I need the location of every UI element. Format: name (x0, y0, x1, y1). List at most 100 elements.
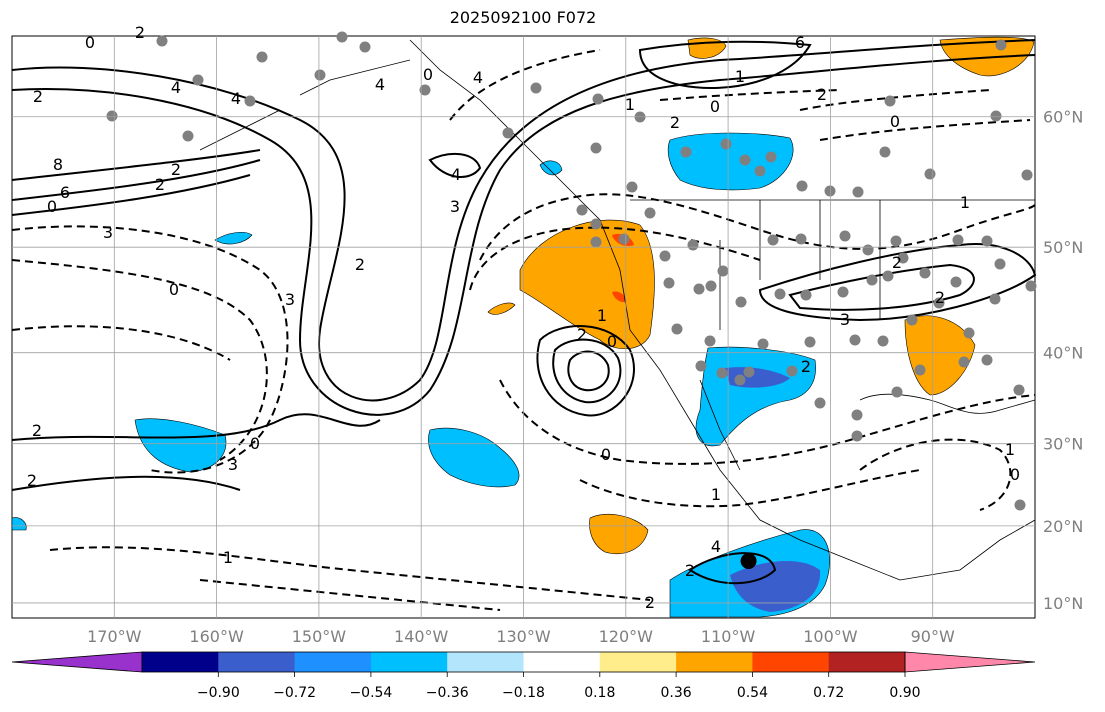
station-dot (774, 288, 786, 300)
contour-label: 2 (892, 253, 902, 272)
contour-label: 2 (817, 85, 827, 104)
station-dot (877, 335, 889, 347)
station-dot (735, 296, 747, 308)
colorbar-segment (752, 652, 830, 672)
contour-label: 2 (670, 113, 680, 132)
station-dot (919, 267, 931, 279)
station-dot (419, 84, 431, 96)
station-dot (989, 293, 1001, 305)
lon-tick-label: 140°W (394, 627, 449, 646)
station-dot (906, 314, 918, 326)
colorbar-tick-label: −0.36 (426, 685, 469, 701)
station-dot (192, 74, 204, 86)
station-dot (852, 186, 864, 198)
contour-label: 3 (840, 310, 850, 329)
lon-tick-label: 130°W (496, 627, 551, 646)
contour-label: 4 (451, 165, 461, 184)
colorbar-tick-label: 0.36 (661, 685, 692, 701)
colorbar-tick-label: −0.72 (273, 685, 316, 701)
station-dot (990, 110, 1002, 122)
contour-label: 0 (47, 197, 57, 216)
station-dot (958, 356, 970, 368)
contour-label: 6 (60, 183, 70, 202)
contour-label: 0 (607, 332, 617, 351)
station-dot (757, 338, 769, 350)
station-dot (933, 297, 945, 309)
station-dot (804, 336, 816, 348)
station-dot (680, 146, 692, 158)
contour-label: 2 (935, 288, 945, 307)
contour-label: 1 (960, 193, 970, 212)
contour-label: 1 (625, 95, 635, 114)
station-dot (849, 334, 861, 346)
station-dot (800, 289, 812, 301)
contour-label: 3 (228, 455, 238, 474)
contour-label: 4 (171, 78, 181, 97)
station-dot (1014, 499, 1026, 511)
contour-label: 0 (710, 97, 720, 116)
station-dot (693, 283, 705, 295)
contour-label: 8 (53, 155, 63, 174)
station-dot (950, 276, 962, 288)
station-dot (814, 397, 826, 409)
contour-label: 1 (223, 548, 233, 567)
contour-label: 2 (801, 357, 811, 376)
lon-tick-label: 120°W (599, 627, 654, 646)
station-dot (851, 430, 863, 442)
station-dot (1025, 280, 1037, 292)
contour-label: 1 (735, 67, 745, 86)
contour-label: 0 (85, 33, 95, 52)
colorbar-segment (676, 652, 753, 672)
station-dot (796, 180, 808, 192)
station-dot (765, 151, 777, 163)
station-dot (1021, 169, 1033, 181)
station-dot (626, 181, 638, 193)
station-dot (924, 168, 936, 180)
station-dot (786, 365, 798, 377)
lon-tick-label: 90°W (911, 627, 955, 646)
station-dot (704, 335, 716, 347)
contour-label: 4 (711, 537, 721, 556)
contour-label: 2 (32, 421, 42, 440)
colorbar-tick-label: 0.72 (813, 685, 844, 701)
station-dot (590, 218, 602, 230)
lon-tick-label: 150°W (292, 627, 347, 646)
station-dot (914, 364, 926, 376)
contour-label: 0 (169, 280, 179, 299)
station-dot (866, 274, 878, 286)
contour-label: 1 (597, 306, 607, 325)
station-dot (981, 235, 993, 247)
contour-label: 2 (155, 175, 165, 194)
map-title: 2025092100 F072 (449, 8, 597, 27)
lat-tick-label: 30°N (1043, 435, 1083, 454)
contour-label: 2 (27, 471, 37, 490)
contour-label: 4 (231, 89, 241, 108)
station-dot (839, 230, 851, 242)
contour-label: 2 (33, 87, 43, 106)
station-dot (884, 95, 896, 107)
station-dot (1013, 384, 1025, 396)
contour-label: 2 (135, 23, 145, 42)
station-dot (890, 235, 902, 247)
contour-label: 0 (890, 112, 900, 131)
colorbar-segment (294, 652, 372, 672)
station-dot (705, 280, 717, 292)
station-dot (695, 360, 707, 372)
colorbar-tick-label: 0.54 (737, 685, 768, 701)
station-dot (734, 374, 746, 386)
colorbar-tick-label: −0.18 (502, 685, 545, 701)
station-dot (530, 82, 542, 94)
station-dot (739, 154, 751, 166)
location-marker (740, 553, 757, 570)
contour-label: 0 (601, 445, 611, 464)
colorbar-segment (142, 652, 219, 672)
colorbar-tick-labels: −0.90 −0.72 −0.54 −0.36 −0.18 0.18 0.36 0.54 0.7… (197, 672, 921, 701)
contour-label: 3 (285, 290, 295, 309)
contour-label: 0 (423, 65, 433, 84)
contour-label: 2 (645, 593, 655, 612)
contour-label: 2 (685, 561, 695, 580)
contour-label: 3 (103, 223, 113, 242)
station-dot (795, 233, 807, 245)
station-dot (952, 234, 964, 246)
